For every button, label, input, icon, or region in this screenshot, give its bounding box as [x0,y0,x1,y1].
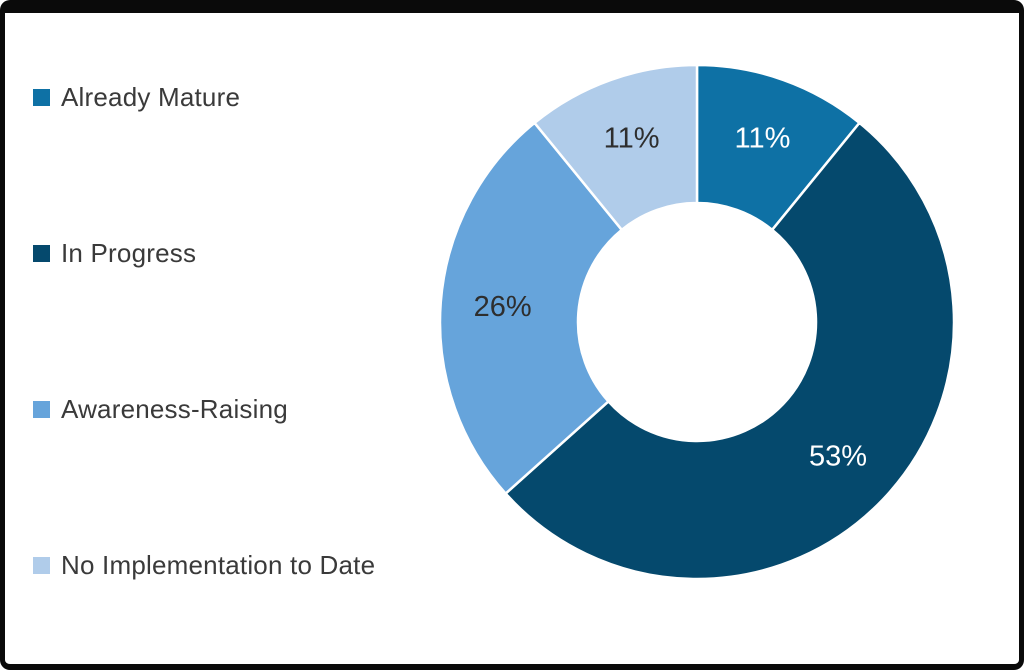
legend-item-awareness-raising: Awareness-Raising [33,392,288,426]
legend-swatch [33,400,50,418]
legend-label: In Progress [61,237,197,268]
chart-legend: Already Mature In Progress Awareness-Rai… [5,13,445,664]
legend-swatch [33,244,50,262]
legend-item-no-implementation-to-date: No Implementation to Date [33,548,375,582]
donut-chart: 11% 53% 26% 11% [438,63,956,581]
legend-label: Already Mature [61,81,241,112]
legend-swatch [33,88,50,106]
legend-label: No Implementation to Date [61,549,376,580]
slice-value-label: 11% [734,122,790,154]
donut-slice-already-mature [695,63,861,232]
slice-value-label: 53% [809,441,867,473]
legend-item-already-mature: Already Mature [33,80,240,114]
legend-item-in-progress: In Progress [33,236,196,270]
legend-swatch [33,556,50,574]
donut-slice-awareness-raising [438,121,624,495]
legend-label: Awareness-Raising [61,393,288,424]
donut-slice-no-implementation-to-date [533,63,699,232]
slice-value-label: 11% [604,122,660,154]
slice-value-label: 26% [474,291,532,323]
donut-slice-in-progress [504,121,956,581]
